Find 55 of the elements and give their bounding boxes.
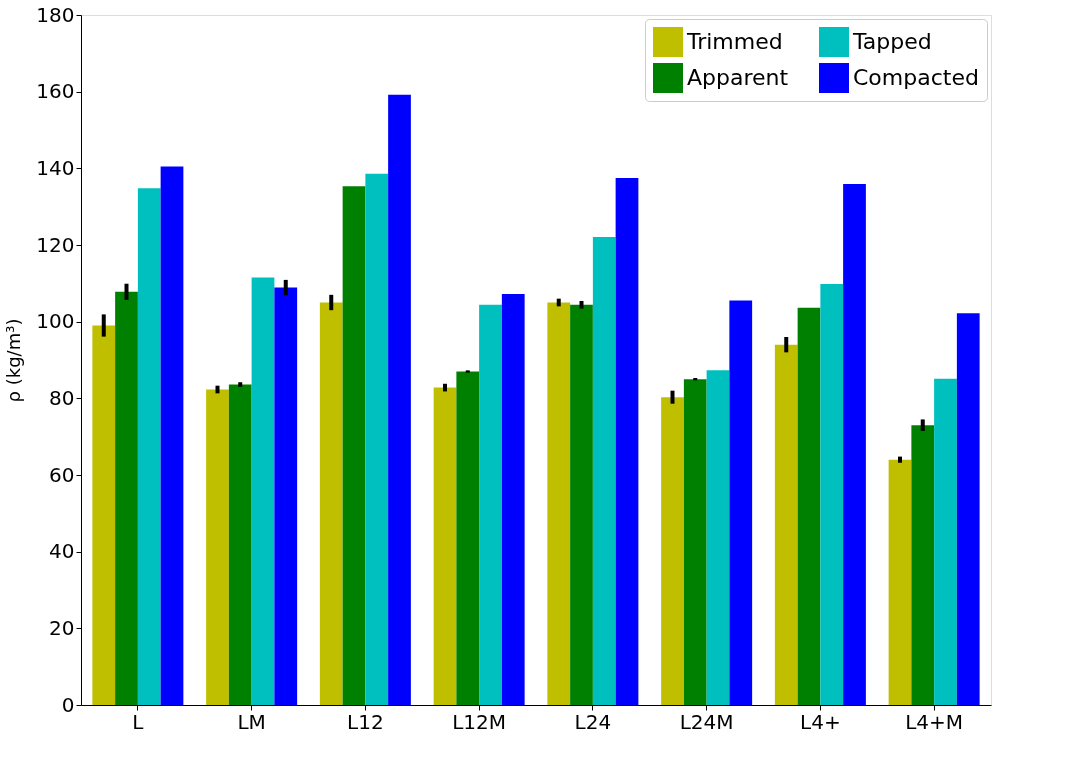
bar bbox=[843, 184, 866, 705]
y-tick-label: 0 bbox=[61, 692, 75, 717]
bar bbox=[888, 459, 912, 705]
bar bbox=[774, 344, 798, 705]
bar bbox=[661, 397, 684, 705]
legend-label: Trimmed bbox=[686, 29, 783, 54]
bar bbox=[388, 94, 411, 705]
bar bbox=[729, 300, 753, 705]
bar bbox=[956, 313, 980, 705]
y-tick-label: 140 bbox=[36, 155, 75, 180]
x-tick-label: L bbox=[132, 709, 145, 734]
bar bbox=[820, 284, 844, 705]
x-tick-label: L12M bbox=[452, 709, 507, 734]
bar bbox=[797, 307, 821, 705]
bar bbox=[911, 425, 935, 705]
bar bbox=[706, 370, 730, 705]
bar bbox=[433, 387, 457, 705]
bar bbox=[319, 302, 343, 705]
y-tick-label: 20 bbox=[49, 615, 75, 640]
x-tick-label: LM bbox=[237, 709, 266, 734]
y-tick-label: 160 bbox=[36, 79, 75, 104]
bar bbox=[92, 325, 116, 705]
x-tick-label: L24M bbox=[679, 709, 734, 734]
x-tick-label: L4+ bbox=[800, 709, 841, 734]
y-tick-label: 100 bbox=[36, 309, 75, 334]
bar bbox=[570, 304, 593, 705]
legend-label: Compacted bbox=[853, 65, 979, 90]
bar bbox=[501, 294, 525, 705]
y-tick-label: 80 bbox=[49, 385, 75, 410]
bar bbox=[934, 378, 957, 705]
bar bbox=[115, 291, 138, 705]
y-tick-label: 120 bbox=[36, 232, 75, 257]
bar bbox=[456, 371, 480, 705]
bar bbox=[365, 173, 389, 705]
bar bbox=[160, 166, 184, 705]
bar bbox=[228, 384, 252, 705]
bar bbox=[479, 304, 502, 705]
legend-label: Apparent bbox=[687, 65, 789, 90]
y-tick-label: 60 bbox=[49, 462, 75, 487]
bar bbox=[342, 186, 366, 705]
y-tick-label: 40 bbox=[49, 539, 75, 564]
x-tick-label: L12 bbox=[347, 709, 384, 734]
y-axis-title: ρ (kg/m³) bbox=[3, 318, 25, 403]
x-tick-label: L4+M bbox=[905, 709, 964, 734]
legend-label: Tapped bbox=[852, 29, 932, 54]
bar bbox=[547, 302, 571, 705]
bar bbox=[592, 236, 616, 705]
bar bbox=[683, 379, 707, 705]
bar bbox=[274, 287, 298, 705]
bar bbox=[615, 177, 639, 705]
x-tick-label: L24 bbox=[574, 709, 612, 734]
y-tick-label: 180 bbox=[36, 2, 75, 27]
bar bbox=[137, 188, 161, 705]
bar bbox=[251, 277, 275, 705]
bar bbox=[206, 389, 229, 705]
